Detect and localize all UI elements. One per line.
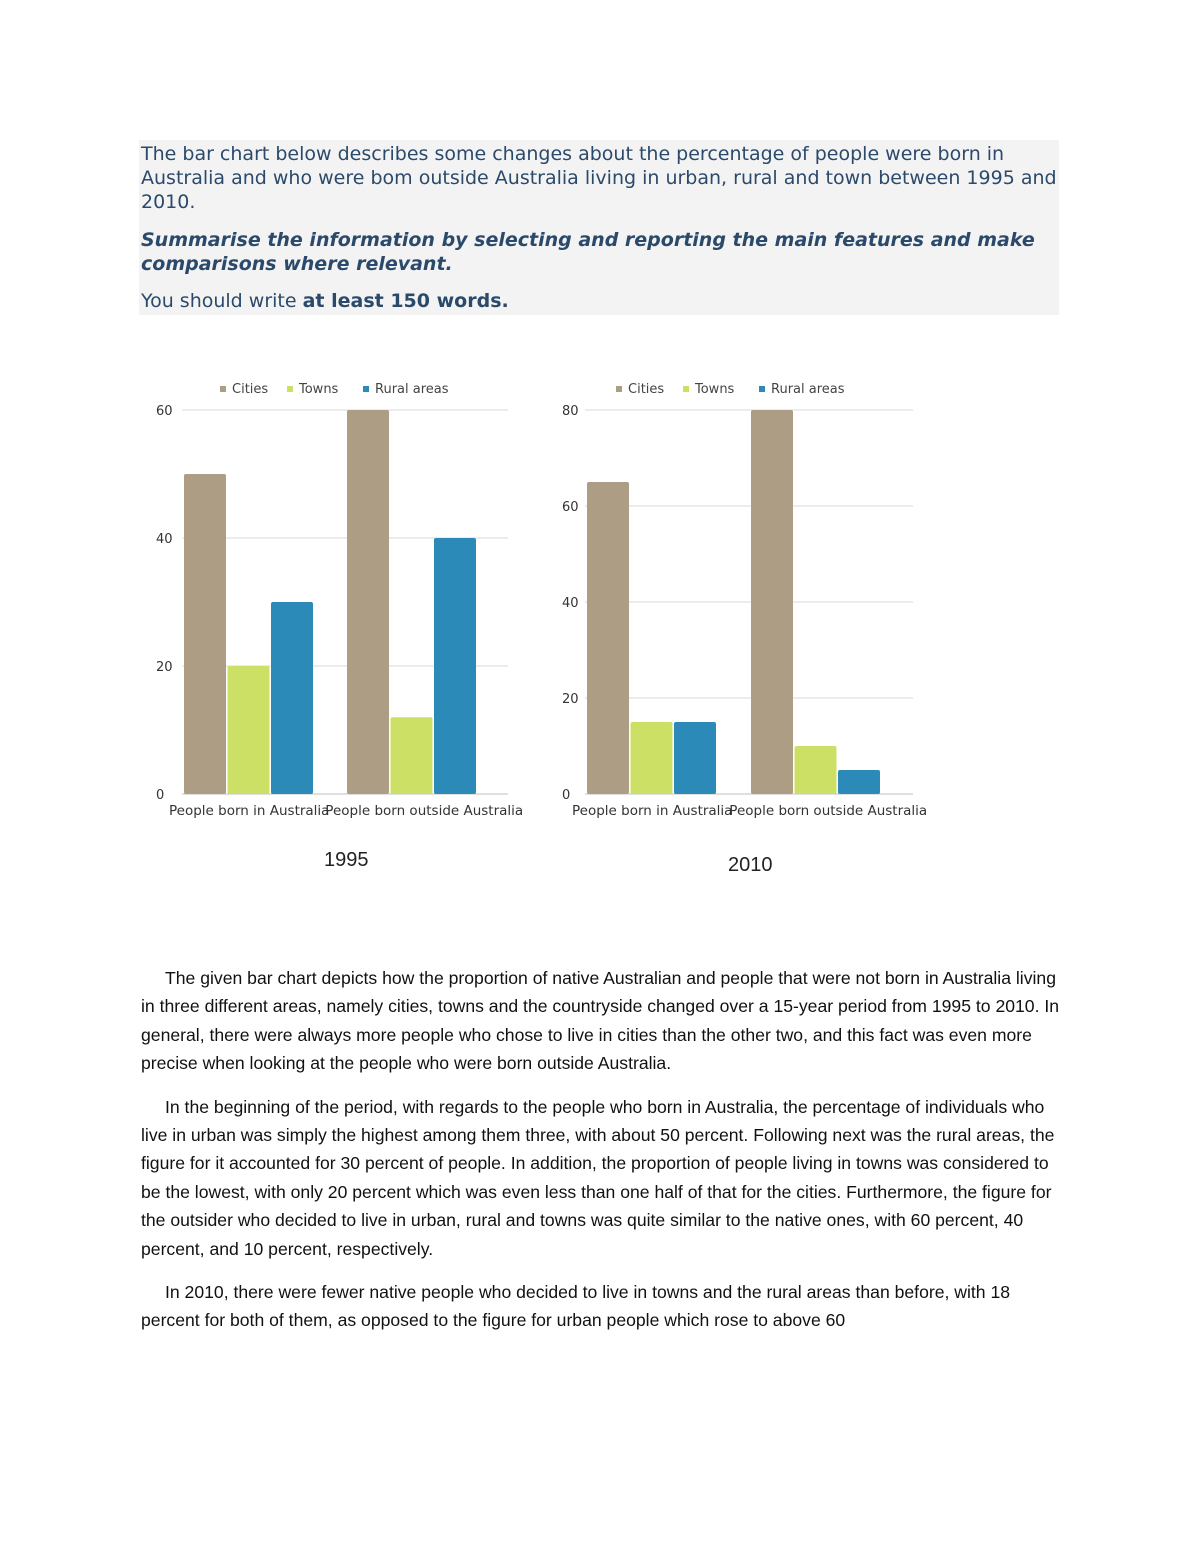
legend-swatch (616, 386, 622, 392)
y-tick-label: 0 (156, 788, 164, 803)
task-instruction: Summarise the information by selecting a… (141, 229, 1035, 275)
legend-label: Cities (628, 382, 664, 397)
x-category-label: People born outside Australia (729, 803, 927, 819)
legend-swatch (287, 386, 293, 392)
y-tick-label: 60 (562, 500, 579, 515)
essay-paragraph: The given bar chart depicts how the prop… (141, 968, 1060, 1074)
bar-towns (227, 666, 270, 794)
legend-swatch (759, 386, 765, 392)
legend-swatch (363, 386, 369, 392)
legend-swatch (220, 386, 226, 392)
bar-towns (390, 717, 433, 794)
bar-rural-areas (674, 722, 716, 794)
legend-label: Rural areas (771, 382, 845, 397)
y-tick-label: 20 (156, 660, 173, 675)
y-tick-label: 40 (156, 532, 173, 547)
task-description: The bar chart below describes some chang… (141, 143, 1057, 213)
legend-label: Towns (298, 382, 339, 397)
x-category-label: People born in Australia (572, 803, 732, 819)
legend-swatch (683, 386, 689, 392)
bar-chart-1995: 0 20 40 60 Cities Towns Rural areas People born… (156, 382, 523, 819)
chart-title-2010: 2010 (728, 854, 773, 876)
word-limit-bold: at least 150 words. (302, 290, 509, 312)
bar-cities (184, 474, 226, 794)
legend-label: Towns (694, 382, 735, 397)
essay-paragraph: In 2010, there were fewer native people … (141, 1282, 1011, 1331)
essay-paragraph: In the beginning of the period, with reg… (141, 1096, 1055, 1259)
y-tick-label: 80 (562, 404, 579, 419)
bar-towns (630, 722, 673, 794)
word-limit: You should write at least 150 words. (139, 289, 509, 313)
bar-cities (347, 410, 389, 794)
bar-chart-2010: 0 20 40 60 80 Cities Towns Rural areas People bo… (562, 382, 927, 819)
y-tick-label: 0 (562, 788, 570, 803)
chart-title-1995: 1995 (324, 849, 369, 871)
bar-towns (794, 746, 837, 794)
x-category-label: People born in Australia (169, 803, 329, 819)
bar-rural-areas (434, 538, 476, 794)
legend-label: Rural areas (375, 382, 449, 397)
bar-rural-areas (838, 770, 880, 794)
task-prompt-box: The bar chart below describes some chang… (139, 140, 1059, 315)
x-category-label: People born outside Australia (325, 803, 523, 819)
y-tick-label: 60 (156, 404, 173, 419)
bar-cities (751, 410, 793, 794)
essay-body: The given bar chart depicts how the prop… (141, 964, 1061, 1350)
bar-rural-areas (271, 602, 313, 794)
y-tick-label: 20 (562, 692, 579, 707)
y-tick-label: 40 (562, 596, 579, 611)
legend-label: Cities (232, 382, 268, 397)
bar-cities (587, 482, 629, 794)
word-limit-prefix: You should write (141, 290, 303, 312)
